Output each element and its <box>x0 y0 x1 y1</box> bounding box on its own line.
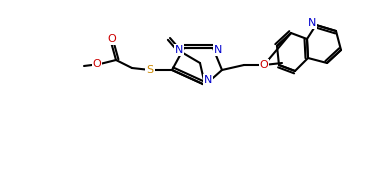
Text: N: N <box>308 18 316 28</box>
Text: S: S <box>147 65 154 75</box>
Text: N: N <box>204 75 212 85</box>
Text: O: O <box>108 34 117 44</box>
Text: O: O <box>260 60 268 70</box>
Text: N: N <box>214 45 222 55</box>
Text: N: N <box>175 45 183 55</box>
Text: O: O <box>93 59 101 69</box>
